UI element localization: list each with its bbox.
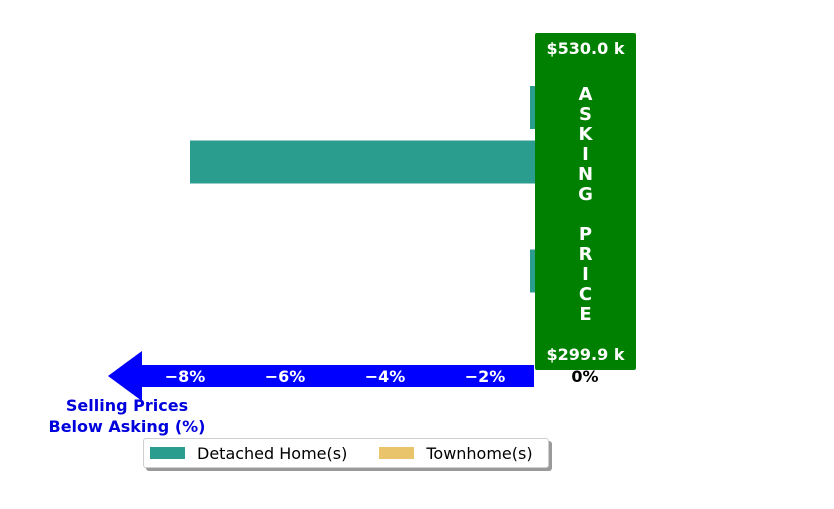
legend-swatch-detached (150, 447, 185, 459)
x-axis-arrow (108, 351, 534, 401)
legend-label-townhome: Townhome(s) (426, 443, 533, 463)
bar-2 (190, 140, 585, 184)
x-tick-label: −4% (365, 367, 406, 386)
asking-price-panel (535, 33, 636, 370)
x-tick-label: −6% (265, 367, 306, 386)
asking-price-letter: G (578, 184, 593, 205)
asking-price-letter: I (582, 144, 589, 165)
tick-labels: −8% −6% −4% −2% 0% (165, 367, 599, 386)
legend-label-detached: Detached Home(s) (197, 443, 348, 463)
legend-item-detached: Detached Home(s) (150, 444, 347, 463)
asking-price-letter: C (579, 284, 592, 305)
x-tick-label: −2% (465, 367, 506, 386)
asking-price-letter: P (579, 224, 592, 245)
asking-price-top-label: $530.0 k (547, 39, 625, 58)
asking-price-letter: N (578, 164, 593, 185)
x-axis-label-line: Below Asking (%) (49, 417, 206, 436)
asking-price-letter: S (579, 104, 592, 125)
asking-price-letter: E (579, 304, 591, 325)
legend: Detached Home(s) Townhome(s) (143, 438, 549, 468)
asking-price-bottom-label: $299.9 k (547, 345, 625, 364)
asking-price-letter: R (579, 244, 593, 265)
axis-layer (108, 351, 534, 401)
x-axis-label-line: Selling Prices (66, 396, 188, 415)
asking-price-letter: I (582, 264, 589, 285)
asking-price-letter: K (579, 124, 594, 145)
legend-swatch-townhome (379, 447, 415, 459)
legend-item-townhome: Townhome(s) (379, 443, 533, 463)
x-tick-label: 0% (571, 367, 598, 386)
x-axis-label: Selling Prices Below Asking (%) (49, 396, 206, 436)
x-tick-label: −8% (165, 367, 206, 386)
asking-price-letter: A (579, 84, 593, 105)
bars-layer (190, 86, 595, 347)
